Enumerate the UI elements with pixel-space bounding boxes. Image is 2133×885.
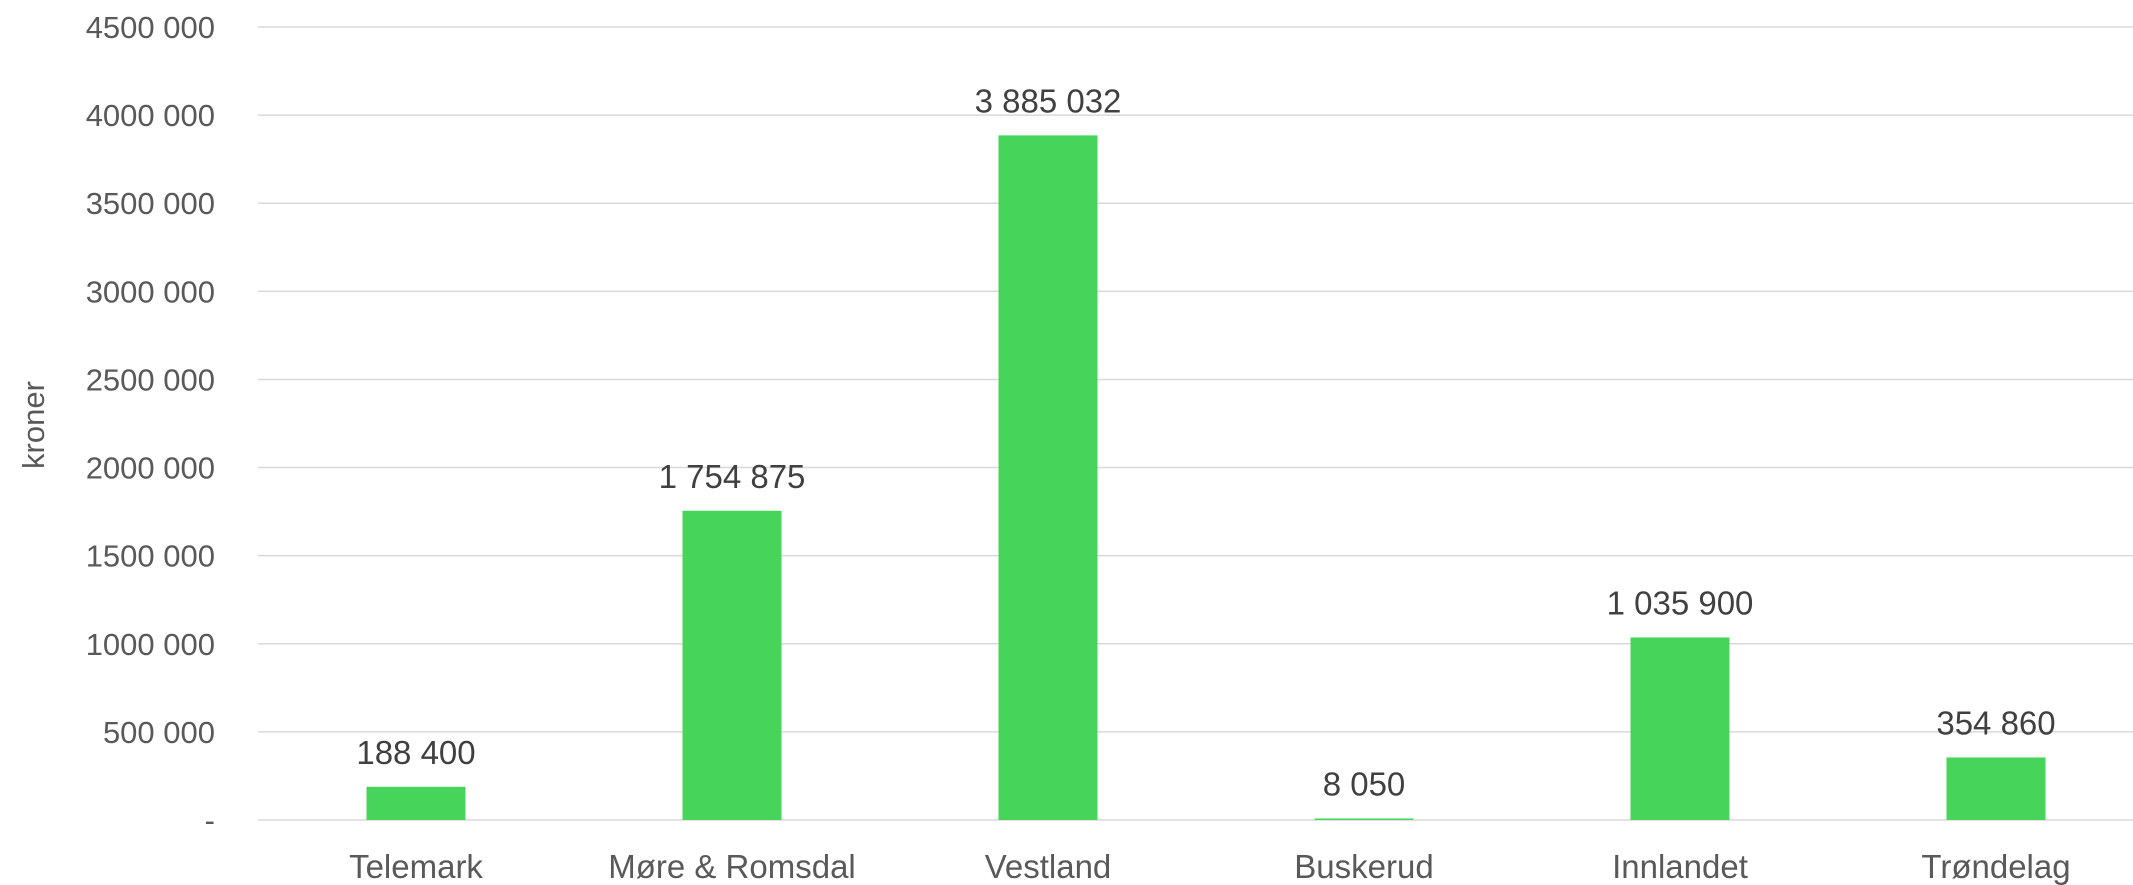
bar <box>682 510 782 820</box>
bar <box>366 786 466 820</box>
y-tick-label: 4500 000 <box>86 10 215 45</box>
data-label: 1 754 875 <box>659 458 806 495</box>
y-tick-label: - <box>205 803 215 838</box>
y-tick-label: 2500 000 <box>86 362 215 397</box>
bar <box>1314 818 1414 820</box>
x-tick-label: Vestland <box>985 848 1112 885</box>
y-tick-label: 3500 000 <box>86 186 215 221</box>
data-label: 8 050 <box>1323 766 1406 803</box>
y-tick-label: 1500 000 <box>86 539 215 574</box>
y-axis-ticks: - 500 000 1000 000 1500 000 2000 000 2500 000… <box>86 10 215 838</box>
data-label: 188 400 <box>356 734 475 771</box>
data-label: 3 885 032 <box>975 82 1122 119</box>
x-tick-label: Buskerud <box>1294 848 1433 885</box>
gridlines <box>258 26 2133 821</box>
bars <box>366 135 2046 820</box>
data-label: 354 860 <box>1936 704 2055 741</box>
x-tick-label: Innlandet <box>1612 848 1748 885</box>
y-tick-label: 2000 000 <box>86 451 215 486</box>
bar <box>1946 757 2046 820</box>
data-labels: 188 400 1 754 875 3 885 032 8 050 1 035 900 3… <box>356 82 2055 802</box>
bar <box>1630 637 1730 820</box>
y-tick-label: 3000 000 <box>86 274 215 309</box>
y-axis-title: kroner <box>16 381 51 469</box>
y-tick-label: 1000 000 <box>86 627 215 662</box>
x-axis-categories: Telemark Møre & Romsdal Vestland Buskerud In… <box>349 848 2071 885</box>
data-label: 1 035 900 <box>1607 584 1754 621</box>
x-tick-label: Trøndelag <box>1921 848 2070 885</box>
bar <box>998 135 1098 820</box>
x-tick-label: Telemark <box>349 848 483 885</box>
y-tick-label: 500 000 <box>103 715 215 750</box>
x-tick-label: Møre & Romsdal <box>608 848 856 885</box>
y-tick-label: 4000 000 <box>86 98 215 133</box>
